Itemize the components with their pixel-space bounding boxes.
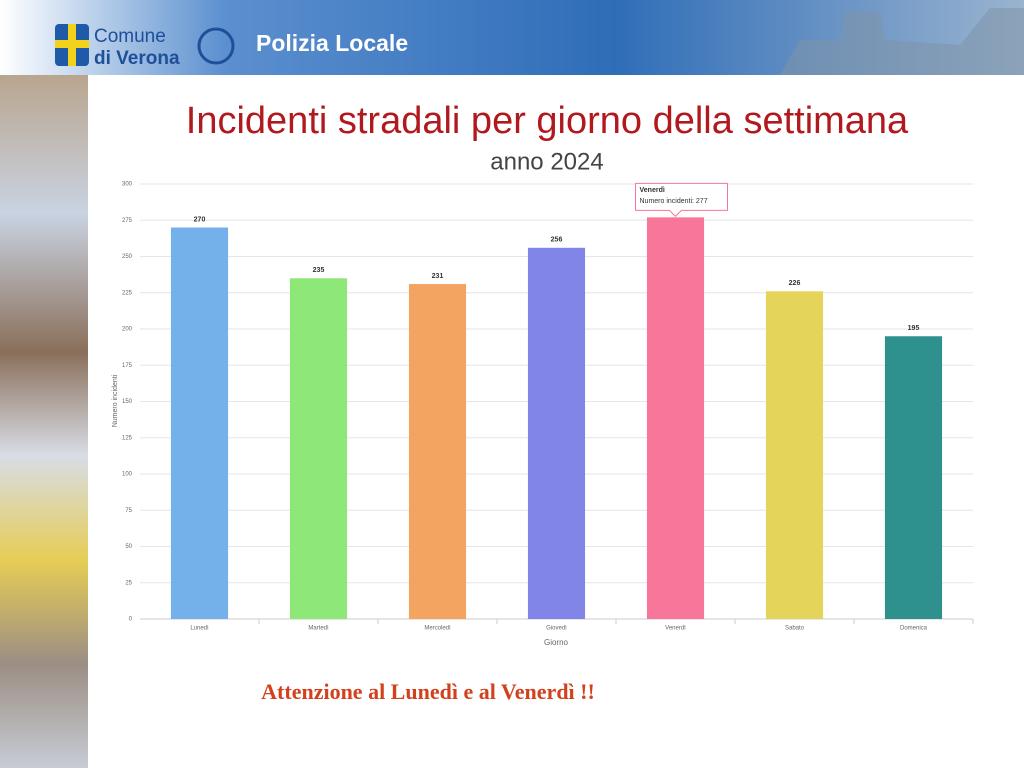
value-label: 235: [313, 267, 325, 274]
value-label: 270: [194, 216, 206, 223]
y-tick-label: 25: [125, 580, 132, 586]
tooltip-box: [635, 182, 728, 218]
x-tick-label: Venerdì: [665, 626, 686, 632]
bar: [646, 217, 705, 619]
y-tick-label: 250: [122, 254, 133, 260]
logo-text: Comune: [94, 26, 166, 47]
x-tick-label: Domenica: [900, 626, 928, 632]
x-axis-label: Giorno: [544, 638, 569, 647]
value-label: 231: [432, 273, 444, 280]
x-tick-label: Mercoledì: [424, 626, 451, 632]
y-tick-label: 100: [122, 472, 133, 478]
note: Attenzione al Lunedì e al Venerdì !!: [261, 679, 595, 704]
tooltip-text: Numero incidenti: 277: [640, 198, 708, 205]
bar: [765, 291, 824, 619]
value-label: 256: [551, 237, 563, 244]
bar: [884, 336, 943, 619]
photo-strip: [0, 75, 88, 768]
value-label: 195: [908, 325, 920, 332]
value-label: 226: [789, 280, 801, 287]
chart-title: Incidenti stradali per giorno della sett…: [186, 100, 909, 142]
bar: [170, 227, 229, 619]
y-tick-label: 150: [122, 399, 133, 405]
y-tick-label: 225: [122, 290, 133, 296]
bar: [527, 247, 586, 620]
tooltip-title: Venerdì: [640, 187, 665, 194]
bar: [408, 284, 467, 619]
y-tick-label: 175: [122, 363, 133, 369]
y-tick-label: 125: [122, 435, 133, 441]
department: Polizia Locale: [256, 30, 408, 56]
y-axis-label: Numero incidenti: [112, 374, 119, 427]
y-tick-label: 50: [125, 544, 132, 550]
y-tick-label: 200: [122, 327, 133, 333]
unesco-logo: [197, 27, 235, 65]
x-tick-label: Martedì: [308, 626, 329, 632]
bar: [289, 278, 348, 619]
chart-subtitle: anno 2024: [490, 148, 603, 175]
y-tick-label: 275: [122, 218, 133, 224]
x-tick-label: Lunedì: [190, 626, 209, 632]
x-tick-label: Sabato: [785, 626, 805, 632]
y-tick-label: 300: [122, 182, 133, 188]
logo-text: di Verona: [94, 48, 180, 69]
y-tick-label: 75: [125, 508, 132, 514]
x-tick-label: Giovedì: [546, 626, 567, 632]
castle-silhouette: [780, 8, 1024, 75]
y-tick-label: 0: [129, 617, 133, 623]
crest-cross: [55, 40, 89, 48]
